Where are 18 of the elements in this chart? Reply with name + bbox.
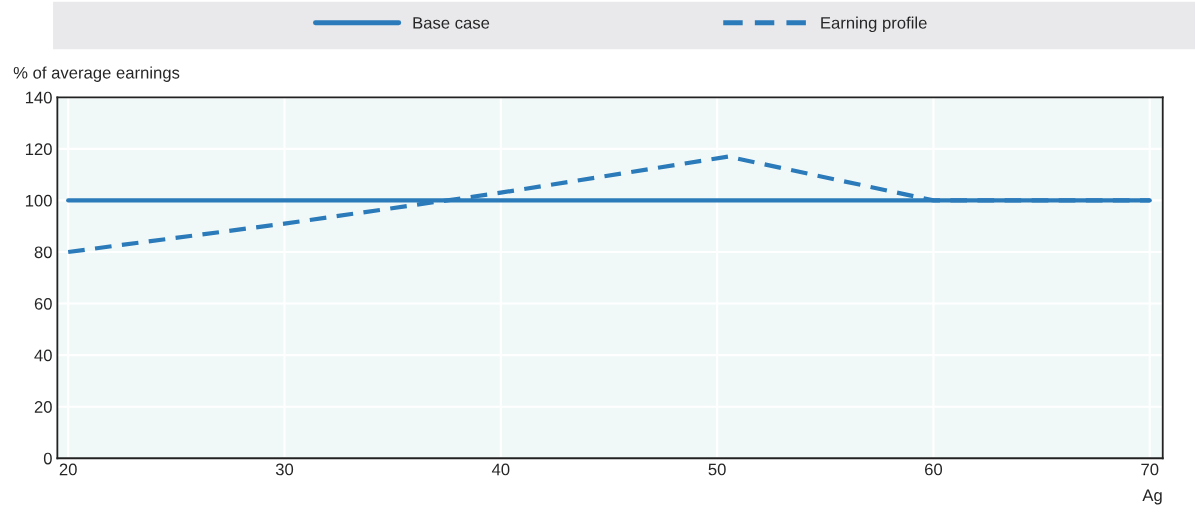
y-tick-label: 120 bbox=[25, 143, 52, 156]
x-tick-label: 70 bbox=[1141, 463, 1159, 476]
y-tick-label: 0 bbox=[43, 452, 52, 465]
y-tick-label: 20 bbox=[34, 401, 52, 413]
y-tick-label: 140 bbox=[25, 91, 52, 104]
y-tick-label: 80 bbox=[34, 246, 52, 259]
legend-label: Base case bbox=[413, 17, 490, 29]
x-tick-label: 60 bbox=[925, 463, 943, 476]
x-tick-label: 20 bbox=[59, 463, 77, 476]
y-tick-label: 60 bbox=[34, 297, 52, 310]
legend-label: Earning profile bbox=[821, 16, 927, 33]
y-tick-label: 100 bbox=[25, 194, 52, 207]
y-axis-title: % of average earnings bbox=[13, 66, 180, 82]
y-tick-label: 40 bbox=[34, 349, 52, 362]
x-tick-label: 30 bbox=[275, 463, 294, 476]
x-axis-title: Ag bbox=[1142, 489, 1162, 505]
x-tick-label: 40 bbox=[491, 463, 510, 476]
x-tick-label: 50 bbox=[708, 463, 726, 476]
